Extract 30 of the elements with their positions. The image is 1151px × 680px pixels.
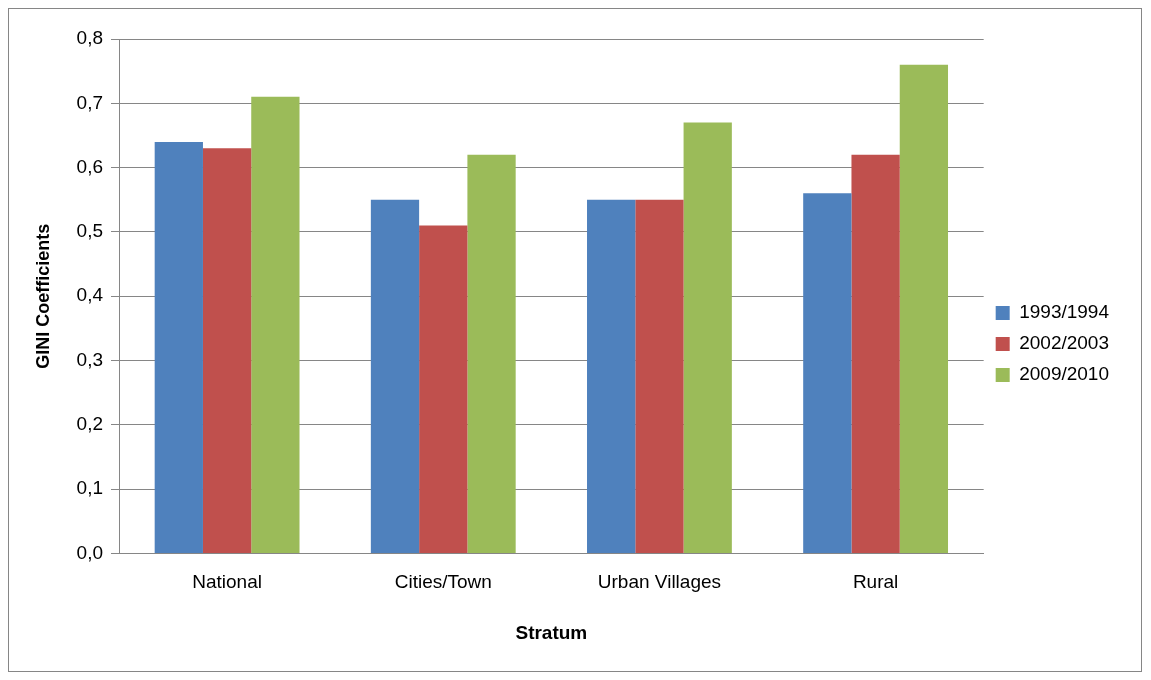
x-tick-label: National (192, 571, 262, 593)
bar (251, 96, 300, 553)
x-tick-label: Cities/Town (394, 571, 492, 593)
y-tick-label: 0,0 (76, 541, 104, 563)
bar (419, 225, 468, 553)
y-tick-label: 0,3 (76, 348, 104, 370)
bar (467, 154, 516, 553)
legend-label: 2002/2003 (1019, 332, 1110, 354)
bar (635, 199, 684, 553)
y-axis-title: GINI Coefficients (32, 223, 53, 369)
y-tick-label: 0,7 (76, 91, 104, 113)
y-tick-label: 0,1 (76, 477, 104, 499)
bar (587, 199, 636, 553)
legend-label: 1993/1994 (1019, 301, 1110, 323)
y-tick-label: 0,4 (76, 284, 104, 306)
bar (683, 122, 732, 553)
x-tick-label: Urban Villages (597, 571, 722, 593)
legend-label: 2009/2010 (1019, 363, 1110, 385)
y-tick-label: 0,6 (76, 155, 104, 177)
bar (851, 154, 900, 553)
x-axis-title: Stratum (515, 621, 588, 643)
bar (803, 193, 852, 553)
y-tick-label: 0,8 (76, 27, 104, 49)
bar (899, 64, 949, 553)
bar (154, 141, 203, 553)
x-tick-label: Rural (852, 571, 899, 593)
y-tick-label: 0,5 (76, 220, 104, 242)
bar (202, 148, 252, 553)
y-tick-label: 0,2 (76, 413, 104, 435)
bar (370, 199, 420, 553)
